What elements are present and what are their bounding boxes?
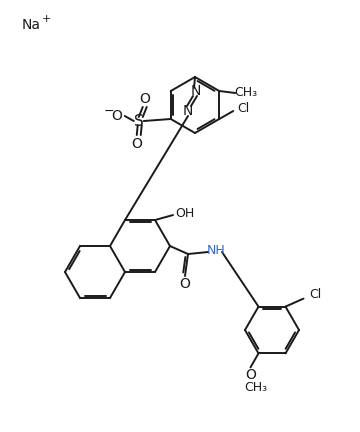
Text: OH: OH (175, 206, 195, 219)
Text: S: S (134, 114, 144, 128)
Text: −: − (104, 105, 114, 118)
Text: N: N (191, 84, 201, 98)
Text: Cl: Cl (237, 102, 249, 115)
Text: O: O (111, 109, 122, 123)
Text: CH₃: CH₃ (244, 381, 267, 394)
Text: CH₃: CH₃ (235, 86, 258, 99)
Text: NH: NH (207, 244, 225, 257)
Text: +: + (42, 14, 51, 24)
Text: Cl: Cl (309, 288, 321, 301)
Text: O: O (131, 137, 142, 151)
Text: O: O (139, 92, 150, 106)
Text: Na: Na (22, 18, 41, 32)
Text: O: O (180, 277, 190, 291)
Text: N: N (183, 104, 193, 118)
Text: O: O (245, 368, 256, 382)
